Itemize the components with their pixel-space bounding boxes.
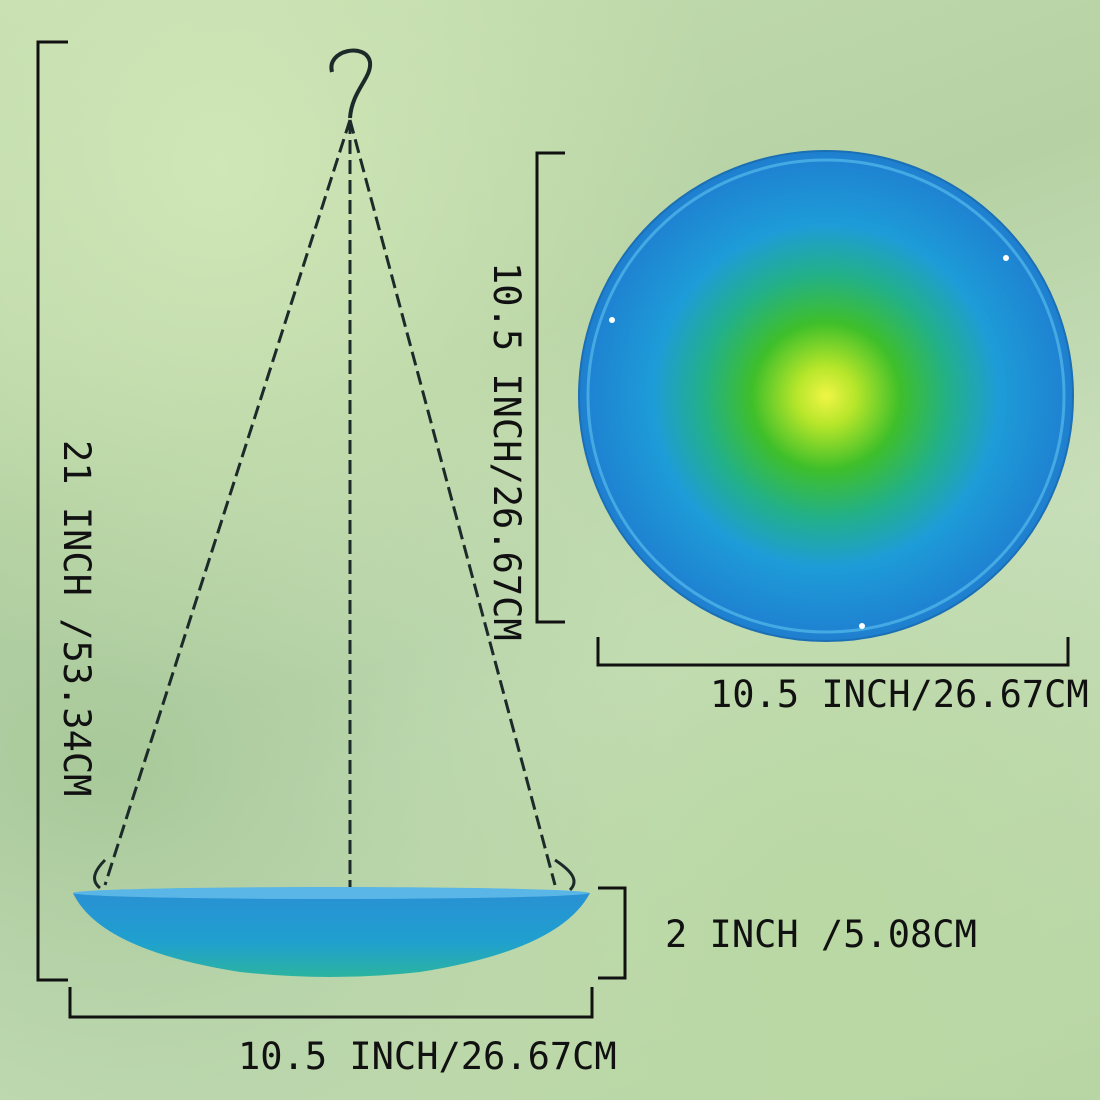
bowl-side-view <box>73 887 590 977</box>
plate-width-label: 10.5 INCH/26.67CM <box>710 673 1089 716</box>
hanger-chain <box>93 48 576 892</box>
bowl-width-label: 10.5 INCH/26.67CM <box>238 1035 617 1078</box>
bowl-depth-label: 2 INCH /5.08CM <box>665 913 977 956</box>
total-height-label: 21 INCH /53.34CM <box>55 440 98 797</box>
total-height-bracket <box>36 40 68 982</box>
plate-height-label: 10.5 INCH/26.67CM <box>485 262 528 641</box>
dimension-lines <box>36 40 1070 1019</box>
plate-top-view <box>578 150 1074 642</box>
plate-width-bracket <box>596 637 1070 667</box>
bowl-depth-bracket <box>598 886 627 980</box>
bowl-width-bracket <box>68 987 594 1019</box>
plate-height-bracket <box>535 151 565 624</box>
